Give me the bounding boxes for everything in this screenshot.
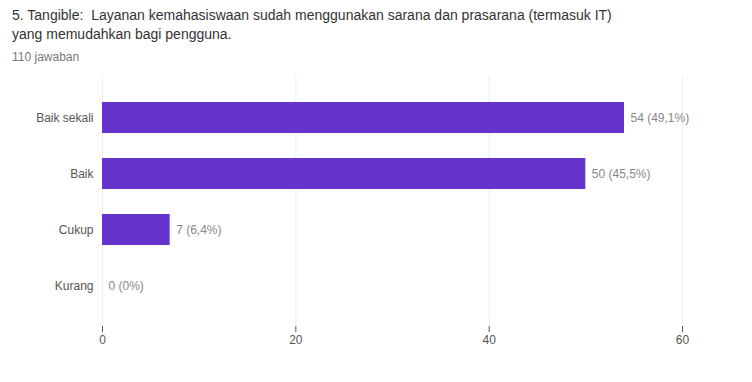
svg-text:Baik: Baik [70,167,94,181]
svg-text:60: 60 [676,333,690,347]
svg-text:Baik sekali: Baik sekali [36,111,93,125]
svg-text:20: 20 [289,333,303,347]
html-text:5. Tangible: Layanan kemahasis: 5. Tangible: Layanan kemahasiswaan sudah… [12,7,612,42]
html-text:110 jawaban: 110 jawaban [12,49,80,64]
svg-text:0 (0%): 0 (0%) [109,279,144,293]
svg-text:7 (6,4%): 7 (6,4%) [176,223,221,237]
svg-text:54 (49,1%): 54 (49,1%) [631,111,690,125]
svg-text:50 (45,5%): 50 (45,5%) [592,167,651,181]
svg-text:Kurang: Kurang [55,279,94,293]
svg-text:0: 0 [99,333,106,347]
svg-text:40: 40 [482,333,496,347]
svg-text:Cukup: Cukup [59,223,94,237]
